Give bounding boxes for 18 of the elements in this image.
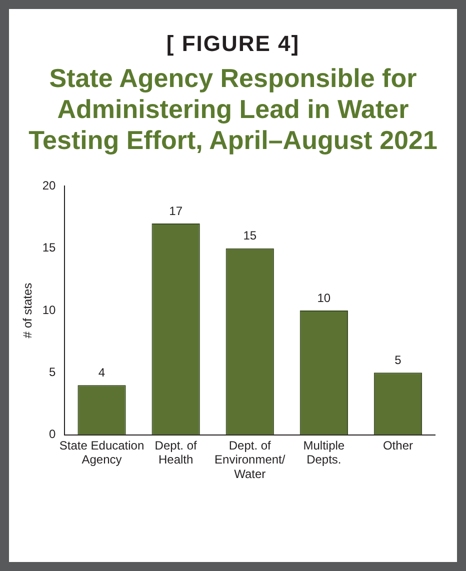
data-label: 17 [169,204,183,218]
data-label: 10 [317,290,331,305]
y-tick-label: 5 [49,364,56,379]
y-tick-label: 10 [42,302,56,317]
data-label: 4 [98,365,106,380]
data-label: 5 [394,352,402,367]
x-tick-label: Dept. of Environment/ Water [214,438,286,482]
chart-title: State Agency Responsible for Administering Lead in Water Testing Effort, April–August 2021 [28,63,438,156]
y-tick-label: 15 [42,240,56,255]
y-tick-label: 0 [49,427,56,442]
x-tick-label: Other [382,438,413,452]
y-tick-label: 20 [42,178,56,193]
x-tick-label: Dept. of Health [154,438,198,467]
chart-subtitle: [ FIGURE 4] [165,31,301,57]
y-axis-title: # of states [20,282,35,338]
x-tick-label: Multiple Depts. [303,438,345,467]
data-label: 15 [243,228,257,243]
x-tick-label: State Education Agency [59,438,144,467]
